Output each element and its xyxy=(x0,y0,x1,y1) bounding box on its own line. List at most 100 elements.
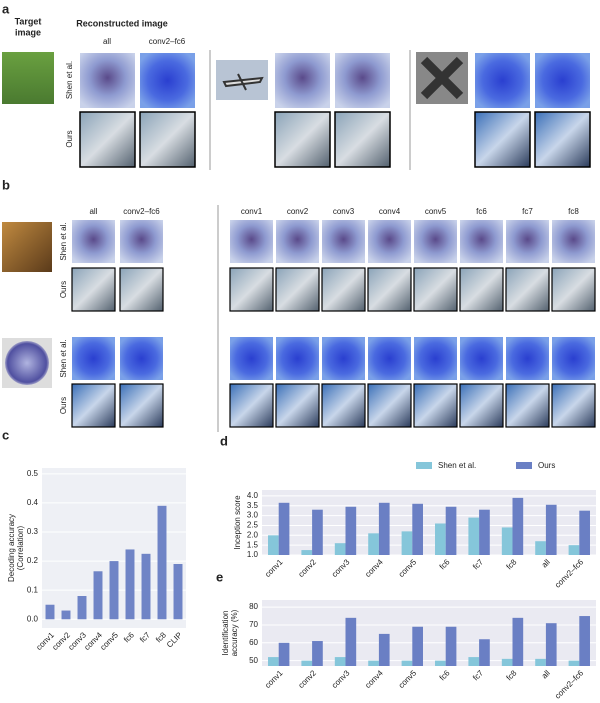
bar xyxy=(312,641,323,666)
column-label: conv1 xyxy=(241,207,263,216)
row-label: Shen et al. xyxy=(59,222,68,260)
bar xyxy=(501,527,513,555)
x-tick-label: fc8 xyxy=(504,557,518,571)
ours-image xyxy=(71,267,116,312)
bar xyxy=(468,517,480,555)
bar xyxy=(579,510,590,555)
y-tick-label: 0.5 xyxy=(27,469,39,478)
panel-label: c xyxy=(2,427,9,442)
bar xyxy=(61,610,71,620)
shen-image xyxy=(120,220,163,263)
x-tick-label: fc8 xyxy=(504,668,518,682)
shen-image xyxy=(230,220,273,263)
column-label: fc6 xyxy=(476,207,487,216)
bar xyxy=(378,502,390,555)
column-label: conv3 xyxy=(333,207,355,216)
x-tick-label: fc7 xyxy=(471,668,485,682)
y-tick-label: 1.5 xyxy=(247,540,259,549)
x-tick-label: conv4 xyxy=(363,557,385,579)
shen-image xyxy=(275,53,330,108)
y-tick-label: 0.0 xyxy=(27,614,39,623)
ours-image xyxy=(274,111,331,168)
legend-label: Ours xyxy=(538,461,555,470)
bar xyxy=(535,541,546,555)
y-tick-label: 0.4 xyxy=(27,498,39,507)
bar xyxy=(401,660,413,666)
row-label: Ours xyxy=(59,281,68,298)
column-label: conv5 xyxy=(425,207,447,216)
ours-image xyxy=(505,267,550,312)
panel-label: a xyxy=(2,1,10,16)
bar xyxy=(579,616,590,666)
bar xyxy=(435,660,446,666)
y-tick-label: 70 xyxy=(249,620,258,629)
bar xyxy=(568,545,580,555)
shen-image xyxy=(460,337,503,380)
row-label: Shen et al. xyxy=(59,339,68,377)
x-tick-label: conv2 xyxy=(297,668,319,690)
airplane xyxy=(222,73,264,91)
bar xyxy=(268,657,279,666)
shen-image xyxy=(230,337,273,380)
bar xyxy=(278,642,290,666)
bar xyxy=(368,533,379,555)
ours-image xyxy=(321,267,366,312)
target-heading: image xyxy=(15,27,41,37)
shen-image xyxy=(368,220,411,263)
y-axis-label: Decoding accuracy xyxy=(7,514,16,582)
y-tick-label: 0.1 xyxy=(27,585,39,594)
bar xyxy=(345,617,357,666)
ours-image xyxy=(367,383,412,428)
bar xyxy=(345,506,357,555)
y-tick-label: 1.0 xyxy=(247,550,259,559)
bowl xyxy=(5,341,49,385)
bar xyxy=(278,502,290,555)
bar xyxy=(445,506,457,555)
x-tick-label: all xyxy=(540,668,552,680)
legend-swatch xyxy=(516,462,532,469)
x-tick-label: fc7 xyxy=(471,557,485,571)
y-axis-label: accuracy (%) xyxy=(230,609,239,656)
bar xyxy=(334,543,346,555)
x-tick-label: conv3 xyxy=(330,668,352,690)
ours-image xyxy=(413,383,458,428)
y-tick-label: 60 xyxy=(249,638,258,647)
bar xyxy=(378,633,390,666)
shen-image xyxy=(414,337,457,380)
shen-image xyxy=(460,220,503,263)
shen-image xyxy=(506,337,549,380)
bar xyxy=(45,604,55,620)
column-label: conv2 xyxy=(287,207,309,216)
bar xyxy=(157,505,167,620)
column-label: conv2–fc6 xyxy=(123,207,160,216)
column-label: fc8 xyxy=(568,207,579,216)
shen-image xyxy=(120,337,163,380)
shen-image xyxy=(72,220,115,263)
bar xyxy=(512,497,524,555)
shen-image xyxy=(506,220,549,263)
x-tick-label: conv5 xyxy=(98,630,120,652)
ours-image xyxy=(229,267,274,312)
y-tick-label: 80 xyxy=(249,602,258,611)
ours-image xyxy=(321,383,366,428)
ours-image xyxy=(367,267,412,312)
x-tick-label: fc6 xyxy=(438,668,452,682)
bar xyxy=(334,657,346,666)
x-tick-label: conv5 xyxy=(397,557,419,579)
shen-image xyxy=(276,220,319,263)
bar xyxy=(479,639,490,666)
bar xyxy=(93,571,103,620)
bar xyxy=(435,523,446,555)
ours-image xyxy=(551,267,596,312)
ours-image xyxy=(119,267,164,312)
shen-image xyxy=(276,337,319,380)
x-tick-label: conv1 xyxy=(263,557,285,579)
column-label: conv2–fc6 xyxy=(149,37,186,46)
ours-image xyxy=(79,111,136,168)
bar xyxy=(545,623,557,666)
ours-image xyxy=(275,267,320,312)
x-tick-label: fc6 xyxy=(122,630,136,644)
x-tick-label: fc6 xyxy=(438,557,452,571)
shen-image xyxy=(322,337,365,380)
